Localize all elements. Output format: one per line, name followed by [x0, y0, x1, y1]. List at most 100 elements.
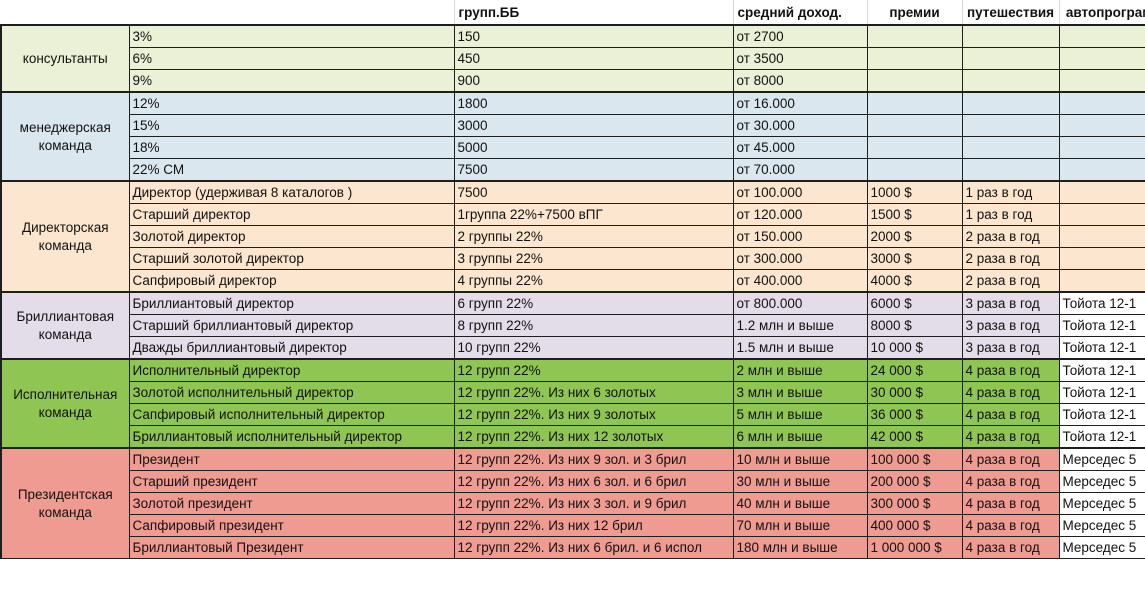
- travel-cell[interactable]: 2 раза в год: [961, 247, 1060, 270]
- travel-cell[interactable]: 4 раза в год: [961, 470, 1060, 493]
- bonus-cell[interactable]: [866, 114, 963, 137]
- level-cell[interactable]: Дважды бриллиантовый директор: [128, 336, 455, 360]
- bonus-cell[interactable]: [866, 136, 963, 159]
- car-cell[interactable]: Тойота 12-1: [1058, 291, 1145, 315]
- level-cell[interactable]: Директор (удерживая 8 каталогов ): [128, 180, 455, 204]
- bb-cell[interactable]: 3 группы 22%: [453, 247, 734, 270]
- group-name-cell[interactable]: менеджерская команда: [0, 91, 130, 182]
- column-header[interactable]: путешествия: [961, 0, 1059, 26]
- car-cell[interactable]: Тойота 12-1: [1058, 425, 1145, 449]
- income-cell[interactable]: от 120.000: [732, 203, 868, 226]
- level-cell[interactable]: Бриллиантовый исполнительный директор: [128, 425, 455, 449]
- car-cell[interactable]: [1058, 47, 1145, 70]
- car-cell[interactable]: Тойота 12-1: [1058, 314, 1145, 337]
- car-cell[interactable]: Тойота 12-1: [1058, 381, 1145, 404]
- bonus-cell[interactable]: 36 000 $: [866, 403, 963, 426]
- income-cell[interactable]: 40 млн и выше: [732, 492, 868, 515]
- car-cell[interactable]: Тойота 12-1: [1058, 336, 1145, 360]
- level-cell[interactable]: Старший бриллиантовый директор: [128, 314, 455, 337]
- level-cell[interactable]: 18%: [128, 136, 455, 159]
- car-cell[interactable]: [1058, 91, 1145, 115]
- income-cell[interactable]: от 400.000: [732, 269, 868, 293]
- travel-cell[interactable]: 4 раза в год: [961, 403, 1060, 426]
- bb-cell[interactable]: 8 групп 22%: [453, 314, 734, 337]
- bonus-cell[interactable]: 24 000 $: [866, 358, 963, 382]
- income-cell[interactable]: 180 млн и выше: [732, 536, 868, 559]
- car-cell[interactable]: Тойота 12-1: [1058, 358, 1145, 382]
- level-cell[interactable]: Исполнительный директор: [128, 358, 455, 382]
- level-cell[interactable]: Бриллиантовый Президент: [128, 536, 455, 559]
- income-cell[interactable]: 30 млн и выше: [732, 470, 868, 493]
- car-cell[interactable]: Мерседес 5: [1058, 470, 1145, 493]
- travel-cell[interactable]: [961, 24, 1060, 48]
- travel-cell[interactable]: 4 раза в год: [961, 447, 1060, 471]
- bb-cell[interactable]: 5000: [453, 136, 734, 159]
- travel-cell[interactable]: [961, 69, 1060, 93]
- level-cell[interactable]: Старший директор: [128, 203, 455, 226]
- bb-cell[interactable]: 12 групп 22%. Из них 6 золотых: [453, 381, 734, 404]
- bonus-cell[interactable]: 1 000 000 $: [866, 536, 963, 559]
- travel-cell[interactable]: 3 раза в год: [961, 336, 1060, 360]
- level-cell[interactable]: Золотой директор: [128, 225, 455, 248]
- group-name-cell[interactable]: консультанты: [0, 24, 130, 93]
- income-cell[interactable]: от 800.000: [732, 291, 868, 315]
- travel-cell[interactable]: [961, 47, 1060, 70]
- travel-cell[interactable]: 2 раза в год: [961, 225, 1060, 248]
- bb-cell[interactable]: 2 группы 22%: [453, 225, 734, 248]
- level-cell[interactable]: 6%: [128, 47, 455, 70]
- car-cell[interactable]: Мерседес 5: [1058, 514, 1145, 537]
- bb-cell[interactable]: 7500: [453, 180, 734, 204]
- level-cell[interactable]: Сапфировый президент: [128, 514, 455, 537]
- bonus-cell[interactable]: 1500 $: [866, 203, 963, 226]
- travel-cell[interactable]: 1 раз в год: [961, 203, 1060, 226]
- travel-cell[interactable]: 1 раз в год: [961, 180, 1060, 204]
- bonus-cell[interactable]: [866, 158, 963, 182]
- bonus-cell[interactable]: [866, 69, 963, 93]
- bonus-cell[interactable]: 4000 $: [866, 269, 963, 293]
- bonus-cell[interactable]: 6000 $: [866, 291, 963, 315]
- level-cell[interactable]: Сапфировый директор: [128, 269, 455, 293]
- level-cell[interactable]: Старший золотой директор: [128, 247, 455, 270]
- income-cell[interactable]: от 3500: [732, 47, 868, 70]
- level-cell[interactable]: Бриллиантовый директор: [128, 291, 455, 315]
- level-cell[interactable]: Золотой президент: [128, 492, 455, 515]
- bb-cell[interactable]: 1группа 22%+7500 вПГ: [453, 203, 734, 226]
- income-cell[interactable]: 10 млн и выше: [732, 447, 868, 471]
- bonus-cell[interactable]: [866, 91, 963, 115]
- bonus-cell[interactable]: 8000 $: [866, 314, 963, 337]
- bonus-cell[interactable]: 3000 $: [866, 247, 963, 270]
- income-cell[interactable]: от 2700: [732, 24, 868, 48]
- bb-cell[interactable]: 1800: [453, 91, 734, 115]
- bonus-cell[interactable]: [866, 47, 963, 70]
- group-name-cell[interactable]: Бриллиантовая команда: [0, 291, 130, 360]
- level-cell[interactable]: 12%: [128, 91, 455, 115]
- travel-cell[interactable]: 3 раза в год: [961, 314, 1060, 337]
- travel-cell[interactable]: 2 раза в год: [961, 269, 1060, 293]
- travel-cell[interactable]: 4 раза в год: [961, 358, 1060, 382]
- income-cell[interactable]: 1.5 млн и выше: [732, 336, 868, 360]
- travel-cell[interactable]: [961, 114, 1060, 137]
- car-cell[interactable]: Мерседес 5: [1058, 447, 1145, 471]
- bb-cell[interactable]: 150: [453, 24, 734, 48]
- level-cell[interactable]: Золотой исполнительный директор: [128, 381, 455, 404]
- column-header[interactable]: премии: [866, 0, 962, 26]
- column-header[interactable]: средний доход.: [732, 0, 867, 26]
- group-name-cell[interactable]: Директорская команда: [0, 180, 130, 293]
- level-cell[interactable]: 15%: [128, 114, 455, 137]
- travel-cell[interactable]: [961, 158, 1060, 182]
- income-cell[interactable]: от 70.000: [732, 158, 868, 182]
- bonus-cell[interactable]: 300 000 $: [866, 492, 963, 515]
- income-cell[interactable]: 2 млн и выше: [732, 358, 868, 382]
- level-cell[interactable]: Президент: [128, 447, 455, 471]
- level-cell[interactable]: Сапфировый исполнительный директор: [128, 403, 455, 426]
- income-cell[interactable]: 70 млн и выше: [732, 514, 868, 537]
- travel-cell[interactable]: 4 раза в год: [961, 536, 1060, 559]
- car-cell[interactable]: [1058, 269, 1145, 293]
- bb-cell[interactable]: 7500: [453, 158, 734, 182]
- car-cell[interactable]: [1058, 180, 1145, 204]
- bonus-cell[interactable]: 10 000 $: [866, 336, 963, 360]
- level-cell[interactable]: 3%: [128, 24, 455, 48]
- income-cell[interactable]: от 300.000: [732, 247, 868, 270]
- bb-cell[interactable]: 12 групп 22%. Из них 12 брил: [453, 514, 734, 537]
- bb-cell[interactable]: 12 групп 22%. Из них 12 золотых: [453, 425, 734, 449]
